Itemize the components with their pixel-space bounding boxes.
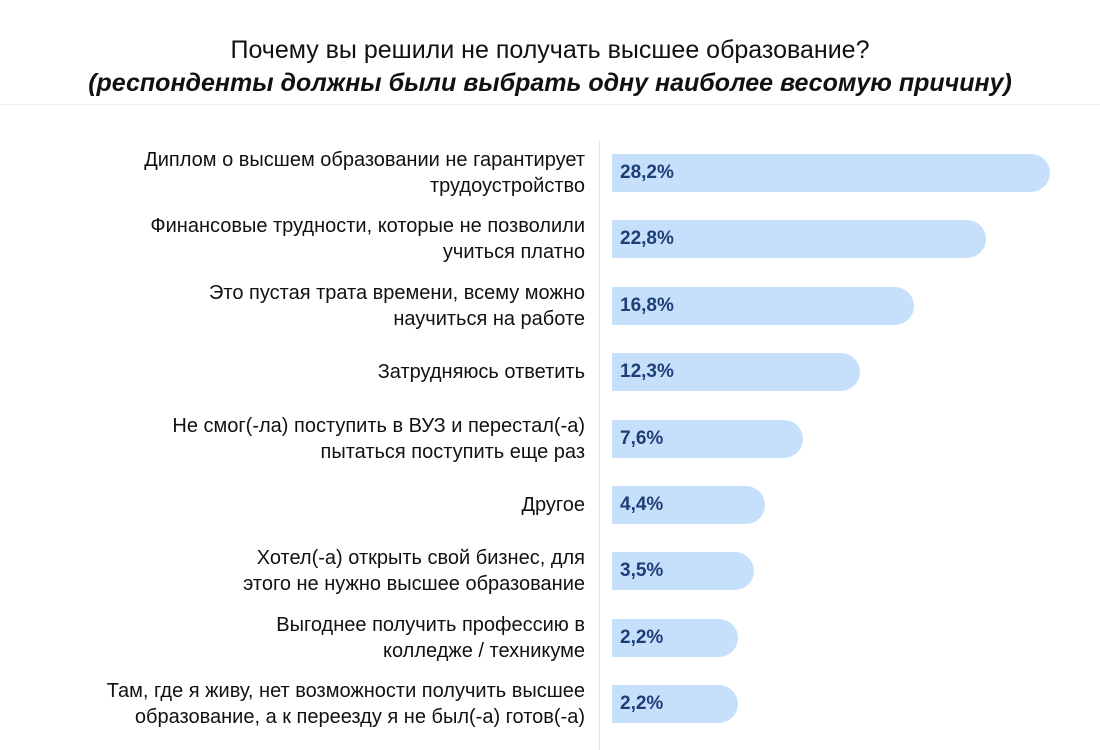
category-label: Не смог(-ла) поступить в ВУЗ и перестал(… [25,413,585,465]
category-label-line: Диплом о высшем образовании не гарантиру… [144,149,585,171]
category-label-line: колледже / техникуме [383,639,585,662]
bar [612,286,914,325]
chart-subtitle: (респонденты должны были выбрать одну на… [88,69,1012,97]
data-label: 2,2% [620,626,664,648]
category-label-line: Хотел(-а) открыть свой бизнес, для [256,547,585,570]
category-label: Затрудняюсь ответить [25,359,585,385]
category-label-line: Финансовые трудности, которые не позволи… [150,215,585,238]
category-label-line: Там, где я живу, нет возможности получит… [106,680,585,703]
data-label: 22,8% [620,228,674,250]
data-label: 2,2% [620,693,664,715]
category-label: Другое [25,492,585,518]
category-label: Финансовые трудности, которые не позволи… [25,213,585,265]
category-label-line: Не смог(-ла) поступить в ВУЗ и перестал(… [172,414,585,437]
data-label: 4,4% [620,494,664,515]
category-label-line: трудоустройство [430,175,585,197]
bar [612,353,860,392]
category-label-line: этого не нужно высшее образование [243,573,585,596]
data-label: 7,6% [620,427,664,449]
data-label: 12,3% [620,361,674,383]
category-label-line: Выгоднее получить профессию в [276,613,585,636]
bar [612,486,765,524]
category-label: Это пустая трата времени, всему можно нау… [25,280,585,332]
category-label-line: образование, а к переезду я не был(-а) г… [134,706,585,729]
category-label-line: пытаться поступить еще раз [320,440,586,463]
category-label-line: научиться на работе [393,307,585,330]
data-label: 3,5% [620,560,664,582]
chart-title: Почему вы решили не получать высшее обра… [230,36,870,64]
bar [612,685,739,724]
bar [612,618,739,657]
category-axis-line [599,140,600,750]
category-label-line: учиться платно [442,241,585,264]
data-label: 16,8% [620,294,674,316]
data-label: 28,2% [620,162,674,183]
category-label: Там, где я живу, нет возможности получит… [25,678,585,730]
bar [612,154,1051,192]
category-label: Выгоднее получить профессию в колледже / … [25,612,585,664]
category-label: Диплом о высшем образовании не гарантиру… [25,147,585,199]
category-label-line: Это пустая трата времени, всему можно [209,281,585,304]
header-divider [0,104,1100,105]
bar [612,552,754,591]
category-label: Хотел(-а) открыть свой бизнес, для этого … [25,545,585,597]
category-label-line: Затрудняюсь ответить [377,361,585,384]
bar [612,419,804,458]
bar [612,220,986,259]
category-label-line: Другое [521,494,585,516]
